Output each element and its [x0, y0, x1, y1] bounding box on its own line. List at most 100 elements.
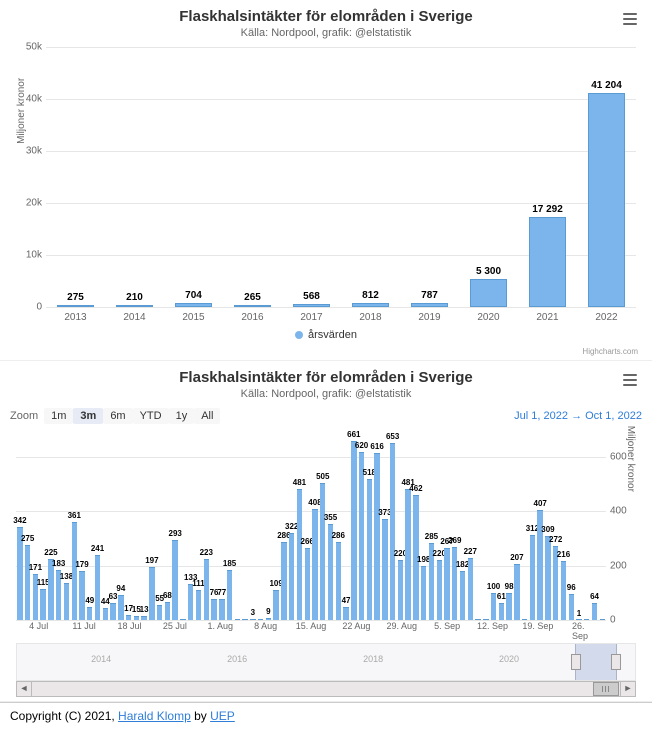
bar[interactable] [343, 607, 348, 620]
bar[interactable] [234, 305, 271, 307]
bar[interactable] [522, 619, 527, 620]
chart-menu-button[interactable] [618, 8, 642, 30]
bar[interactable] [592, 603, 597, 620]
bar[interactable] [72, 522, 77, 620]
zoom-6m-button[interactable]: 6m [103, 408, 132, 424]
bar[interactable] [57, 305, 94, 307]
scroll-thumb[interactable] [593, 682, 619, 696]
bar[interactable] [499, 603, 504, 620]
bar[interactable] [305, 548, 310, 620]
bar[interactable] [468, 558, 473, 620]
bar[interactable] [561, 561, 566, 620]
zoom-All-button[interactable]: All [194, 408, 220, 424]
chart1-legend[interactable]: årsvärden [10, 323, 642, 347]
range-display[interactable]: Jul 1, 2022 → Oct 1, 2022 [514, 410, 642, 422]
bar[interactable] [175, 303, 212, 307]
bar[interactable] [398, 560, 403, 620]
bar[interactable] [180, 619, 185, 620]
zoom-1m-button[interactable]: 1m [44, 408, 73, 424]
bar[interactable] [411, 303, 448, 307]
bar[interactable] [483, 619, 488, 620]
scroll-left-button[interactable]: ◄ [16, 681, 32, 697]
bar[interactable] [266, 618, 271, 620]
navigator[interactable]: 2014201620182020 [16, 643, 636, 681]
zoom-YTD-button[interactable]: YTD [133, 408, 169, 424]
bar[interactable] [95, 555, 100, 620]
navigator-handle-right[interactable] [611, 654, 621, 670]
bar[interactable] [281, 542, 286, 620]
bar[interactable] [297, 489, 302, 620]
bar[interactable] [460, 571, 465, 620]
scroll-right-button[interactable]: ► [620, 681, 636, 697]
bar[interactable] [600, 619, 605, 620]
bar[interactable] [118, 595, 123, 621]
navigator-handle-left[interactable] [571, 654, 581, 670]
bar[interactable] [204, 559, 209, 620]
range-arrow: → [571, 410, 585, 422]
bar[interactable] [103, 608, 108, 620]
zoom-1y-button[interactable]: 1y [169, 408, 195, 424]
bar[interactable] [437, 560, 442, 620]
bar[interactable] [352, 303, 389, 307]
bar[interactable] [367, 479, 372, 620]
bar[interactable] [470, 279, 507, 307]
bar[interactable] [351, 441, 356, 620]
bar[interactable] [87, 607, 92, 620]
bar[interactable] [141, 616, 146, 620]
bar[interactable] [79, 571, 84, 620]
bar[interactable] [576, 619, 581, 620]
bar[interactable] [64, 583, 69, 620]
scroll-track[interactable] [32, 681, 620, 697]
bar[interactable] [475, 619, 480, 620]
bar[interactable] [452, 547, 457, 620]
chart1-credits[interactable]: Highcharts.com [10, 347, 642, 356]
bar[interactable] [258, 619, 263, 620]
bar[interactable] [293, 304, 330, 307]
bar[interactable] [188, 584, 193, 620]
bar[interactable] [421, 566, 426, 620]
navigator-selection[interactable] [575, 644, 617, 680]
chart2-title: Flaskhalsintäkter för elområden i Sverig… [10, 369, 642, 386]
bar[interactable] [157, 605, 162, 620]
bar[interactable] [289, 533, 294, 620]
bar[interactable] [390, 443, 395, 620]
bar[interactable] [514, 564, 519, 620]
bar[interactable] [165, 602, 170, 620]
org-link[interactable]: UEP [210, 709, 235, 723]
bar[interactable] [312, 509, 317, 620]
bar[interactable] [211, 599, 216, 620]
bar[interactable] [25, 545, 30, 620]
bar[interactable] [134, 616, 139, 620]
bar[interactable] [444, 548, 449, 620]
author-link[interactable]: Harald Klomp [118, 709, 191, 723]
bar[interactable] [227, 570, 232, 620]
bar[interactable] [172, 540, 177, 620]
bar[interactable] [196, 590, 201, 620]
bar[interactable] [40, 589, 45, 620]
bar[interactable] [405, 489, 410, 620]
bar[interactable] [569, 594, 574, 620]
bar[interactable] [126, 615, 131, 620]
bar[interactable] [545, 536, 550, 620]
bar[interactable] [110, 603, 115, 620]
bar[interactable] [250, 619, 255, 620]
navigator-scrollbar[interactable]: ◄ ► [16, 681, 636, 697]
bar[interactable] [588, 93, 625, 307]
bar[interactable] [584, 619, 589, 620]
bar[interactable] [242, 619, 247, 620]
bar[interactable] [491, 593, 496, 620]
bar[interactable] [529, 217, 566, 307]
bar[interactable] [320, 483, 325, 620]
bar[interactable] [273, 590, 278, 620]
bar[interactable] [116, 305, 153, 307]
bar[interactable] [235, 619, 240, 620]
bar[interactable] [374, 453, 379, 620]
bar[interactable] [382, 519, 387, 620]
bar[interactable] [149, 567, 154, 620]
bar[interactable] [530, 535, 535, 620]
bar[interactable] [219, 599, 224, 620]
zoom-3m-button[interactable]: 3m [73, 408, 103, 424]
chart-menu-button[interactable] [618, 369, 642, 391]
bar[interactable] [336, 542, 341, 620]
bar[interactable] [506, 593, 511, 620]
